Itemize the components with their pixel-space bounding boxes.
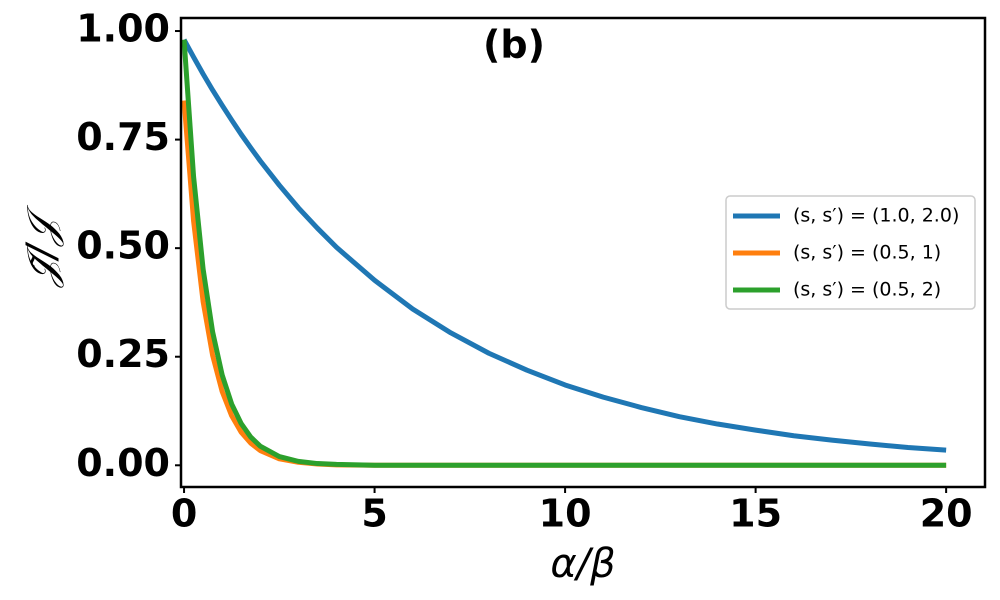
- y-tick-label: 0.25: [76, 332, 170, 376]
- x-tick-label: 5: [361, 492, 387, 536]
- x-tick-label: 20: [920, 492, 973, 536]
- plot-frame: [179, 16, 987, 489]
- y-axis-label: 𝒥̃/𝒥: [19, 204, 65, 288]
- y-tick-label: 0.75: [76, 115, 170, 159]
- x-tick-label: 0: [171, 492, 197, 536]
- series-line: [181, 38, 947, 453]
- series-line: [181, 39, 947, 468]
- y-tick-label: 0.50: [76, 224, 170, 268]
- x-tick-label: 15: [729, 492, 782, 536]
- y-tick-label: 1.00: [76, 7, 170, 51]
- legend-label: (s, s′) = (0.5, 2): [793, 279, 941, 301]
- y-tick-label: 0.00: [76, 441, 170, 485]
- legend-label: (s, s′) = (1.0, 2.0): [793, 205, 959, 227]
- legend-label: (s, s′) = (0.5, 1): [793, 242, 941, 264]
- x-axis-label: α/β: [550, 541, 615, 587]
- x-tick-label: 10: [539, 492, 592, 536]
- legend-box: [725, 195, 976, 310]
- chart-title: (b): [483, 23, 545, 67]
